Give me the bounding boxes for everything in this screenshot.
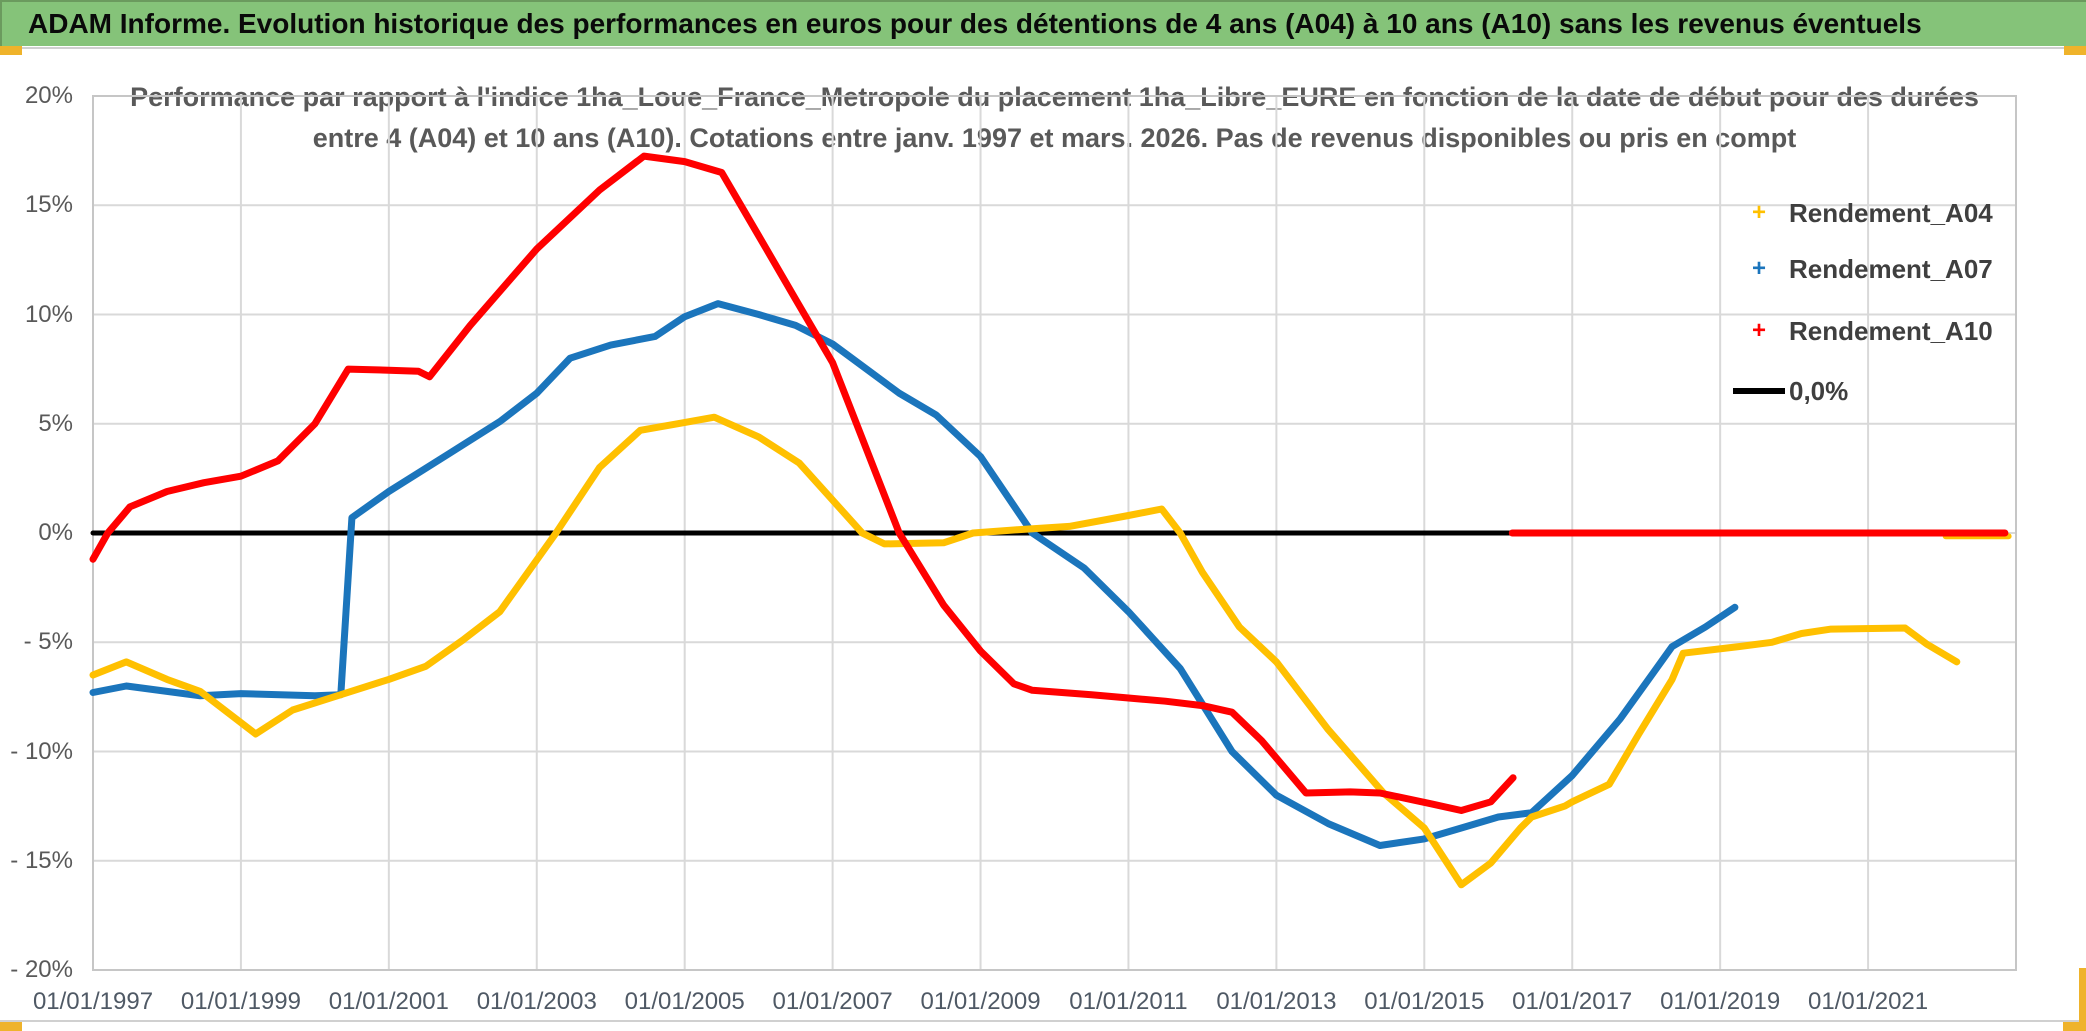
- legend-label: Rendement_A10: [1789, 315, 1993, 346]
- chart-title-line2: entre 4 (A04) et 10 ans (A10). Cotations…: [312, 123, 1797, 153]
- x-tick-label: 01/01/1997: [32, 988, 154, 1015]
- x-tick-label: 01/01/2015: [1364, 988, 1485, 1015]
- legend-line-marker: [1733, 388, 1785, 394]
- gold-frame-bottom-right: [2063, 1022, 2086, 1031]
- x-tick-label: 01/01/2009: [920, 988, 1041, 1015]
- y-tick-label: - 15%: [10, 846, 73, 874]
- x-tick-label: 01/01/2021: [1808, 988, 1929, 1015]
- legend-plus-marker: +: [1751, 255, 1766, 282]
- x-tick-label: 01/01/2013: [1216, 988, 1337, 1015]
- legend-item: + Rendement_A10: [1733, 314, 1993, 348]
- rendement-a07: [89, 300, 1739, 849]
- rendement-a10: [89, 152, 1517, 814]
- x-tick-label: 01/01/2005: [624, 988, 745, 1015]
- gold-frame-bottom-left: [0, 1022, 22, 1031]
- legend-item: 0,0%: [1733, 374, 1848, 408]
- window-title: ADAM Informe. Evolution historique des p…: [28, 8, 1922, 39]
- legend-label: 0,0%: [1789, 375, 1849, 406]
- legend-plus-marker: +: [1751, 317, 1766, 344]
- x-tick-label: 01/01/2011: [1069, 988, 1188, 1015]
- legend-item: + Rendement_A07: [1733, 252, 1993, 286]
- x-tick-label: 01/01/2017: [1512, 988, 1633, 1015]
- x-tick-label: 01/01/2007: [772, 988, 893, 1015]
- y-tick-label: - 10%: [10, 737, 73, 765]
- bottom-hairline: [0, 1020, 2079, 1022]
- legend-plus-marker: +: [1751, 199, 1766, 226]
- x-tick-label: 01/01/2019: [1660, 988, 1781, 1015]
- y-tick-label: 15%: [24, 191, 73, 219]
- gold-frame-top-left: [0, 46, 22, 55]
- rendement-a04: [89, 413, 1961, 889]
- y-tick-label: 20%: [24, 82, 73, 109]
- x-tick-label: 01/01/2001: [328, 988, 449, 1015]
- top-hairline: [22, 47, 2064, 49]
- x-tick-label: 01/01/1999: [180, 988, 301, 1015]
- y-tick-label: 0%: [38, 519, 73, 546]
- y-tick-label: 10%: [24, 300, 73, 328]
- title-bar: ADAM Informe. Evolution historique des p…: [0, 0, 2086, 46]
- legend-item: + Rendement_A04: [1733, 196, 1993, 230]
- y-tick-label: 5%: [38, 409, 73, 437]
- legend-label: Rendement_A04: [1789, 197, 1993, 228]
- x-tick-label: 01/01/2003: [476, 988, 597, 1015]
- gold-frame-right: [2079, 968, 2086, 1031]
- legend-label: Rendement_A07: [1789, 253, 1993, 284]
- gold-frame-top-right: [2064, 46, 2086, 55]
- y-tick-label: - 5%: [23, 628, 73, 656]
- y-tick-label: - 20%: [10, 956, 73, 983]
